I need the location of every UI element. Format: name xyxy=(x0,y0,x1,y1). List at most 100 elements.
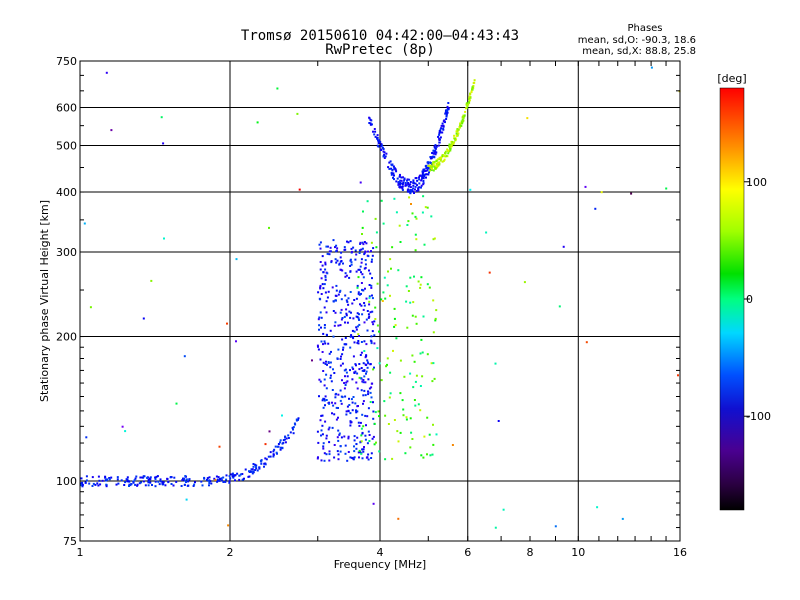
data-point xyxy=(393,325,396,328)
data-point xyxy=(317,291,320,294)
data-point xyxy=(276,87,279,90)
data-point xyxy=(85,436,88,439)
data-point xyxy=(444,150,447,153)
data-point xyxy=(324,420,327,423)
data-point xyxy=(354,249,357,252)
data-point xyxy=(471,86,474,89)
data-point xyxy=(319,284,322,287)
y-tick-label: 200 xyxy=(56,331,77,344)
data-point xyxy=(433,165,436,168)
data-point xyxy=(452,142,454,145)
data-point xyxy=(351,366,354,369)
data-point xyxy=(395,337,398,340)
data-point xyxy=(325,311,328,314)
data-point xyxy=(339,450,342,453)
data-point xyxy=(337,429,340,432)
data-point xyxy=(142,480,145,483)
data-point xyxy=(494,526,497,529)
data-point xyxy=(465,107,467,110)
data-point xyxy=(337,439,340,442)
data-point xyxy=(353,445,355,448)
data-point xyxy=(469,188,472,191)
data-point xyxy=(375,231,378,234)
data-point xyxy=(449,149,452,152)
data-point xyxy=(323,340,326,343)
data-point xyxy=(263,465,265,468)
data-point xyxy=(391,457,394,460)
data-point xyxy=(394,168,397,171)
data-point xyxy=(358,318,360,321)
data-point xyxy=(138,482,141,485)
data-point xyxy=(371,123,373,126)
data-point xyxy=(353,435,356,438)
data-point xyxy=(355,409,357,412)
data-point xyxy=(420,276,423,279)
data-point xyxy=(231,472,234,475)
data-point xyxy=(444,112,447,115)
data-point xyxy=(335,250,338,253)
data-point xyxy=(465,102,468,105)
data-point xyxy=(354,258,357,261)
y-tick-label: 600 xyxy=(56,102,77,115)
data-point xyxy=(360,427,363,430)
data-point xyxy=(359,354,362,356)
data-point xyxy=(339,445,342,448)
data-point xyxy=(419,174,422,177)
data-point xyxy=(334,258,337,261)
data-point xyxy=(320,459,323,462)
data-point xyxy=(437,135,440,138)
data-point xyxy=(97,484,100,487)
data-point xyxy=(92,482,95,485)
data-point xyxy=(353,330,356,333)
data-point xyxy=(326,245,329,248)
data-point xyxy=(464,110,467,113)
data-point xyxy=(373,133,376,136)
data-point xyxy=(428,171,430,174)
data-point xyxy=(291,426,294,429)
data-point xyxy=(347,435,350,438)
data-point xyxy=(347,303,350,306)
data-point xyxy=(335,244,338,247)
data-point xyxy=(401,399,404,402)
data-point xyxy=(430,157,433,160)
data-point xyxy=(252,470,255,473)
data-point xyxy=(264,443,267,446)
data-point xyxy=(367,313,370,316)
data-point xyxy=(363,321,366,324)
data-point xyxy=(362,425,365,428)
data-point xyxy=(442,127,445,130)
data-point xyxy=(411,314,414,317)
data-point xyxy=(327,428,330,431)
data-point xyxy=(222,476,225,479)
data-point xyxy=(162,142,165,145)
data-point xyxy=(472,82,475,84)
data-point xyxy=(391,246,394,249)
data-point xyxy=(361,369,364,372)
data-point xyxy=(293,422,296,425)
data-point xyxy=(366,329,369,332)
data-point xyxy=(320,340,323,343)
data-point xyxy=(382,291,385,294)
colorbar-label: [deg] xyxy=(717,72,746,85)
data-point xyxy=(408,183,411,186)
data-point xyxy=(141,476,144,479)
data-point xyxy=(347,297,350,300)
data-point xyxy=(418,178,421,181)
data-point xyxy=(462,119,465,122)
data-point xyxy=(425,176,427,179)
data-point xyxy=(358,368,361,371)
data-point xyxy=(329,361,332,364)
data-point xyxy=(365,424,367,427)
data-point xyxy=(345,308,348,311)
data-point xyxy=(343,435,346,438)
data-point xyxy=(369,123,372,126)
data-point xyxy=(265,458,268,461)
data-point xyxy=(337,393,340,396)
data-point xyxy=(234,479,236,482)
data-point xyxy=(341,317,344,319)
data-point xyxy=(372,417,375,420)
data-point xyxy=(378,450,381,453)
data-point xyxy=(600,191,603,194)
data-point xyxy=(332,300,335,303)
data-point xyxy=(362,394,365,397)
